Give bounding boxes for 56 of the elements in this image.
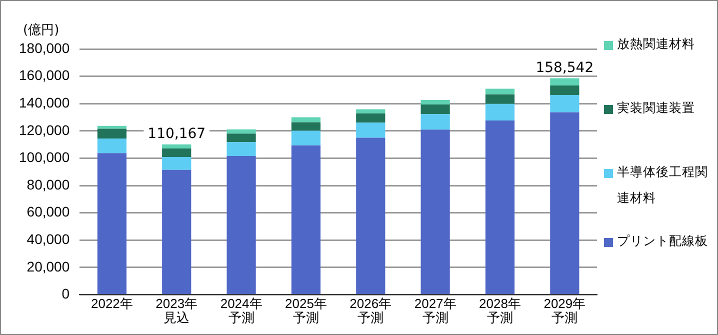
bar <box>162 170 192 294</box>
bar <box>485 88 515 94</box>
bar <box>97 153 126 294</box>
bar <box>226 134 256 142</box>
total-label: 158,542 <box>536 60 594 76</box>
bar <box>97 138 126 154</box>
bar <box>162 148 192 158</box>
bar <box>226 156 256 294</box>
x-tick-label: 2028年予測 <box>479 296 521 325</box>
bar <box>226 129 256 134</box>
bar <box>291 130 321 146</box>
bar <box>550 86 580 95</box>
bar <box>420 104 450 114</box>
bar <box>550 112 580 294</box>
bar <box>97 128 126 139</box>
bar <box>485 120 515 294</box>
bar <box>291 145 321 294</box>
legend-label: プリント配線板 <box>617 232 709 250</box>
legend-label: 放熱関連材料 <box>617 35 696 53</box>
bar <box>291 117 321 122</box>
x-tick-label: 2027年予測 <box>414 296 456 325</box>
bar <box>550 94 580 112</box>
y-tick-label: 120,000 <box>18 122 70 138</box>
x-tick-label: 2025年予測 <box>285 296 327 325</box>
x-tick-label: 2023年見込 <box>156 296 198 325</box>
bar <box>420 130 450 294</box>
bar <box>356 109 386 114</box>
x-tick-label: 2022年 <box>90 296 133 312</box>
bar <box>485 104 515 121</box>
y-tick-label: 60,000 <box>26 204 70 220</box>
y-axis-title: (億円) <box>23 22 60 39</box>
bar <box>356 138 386 294</box>
y-tick-label: 0 <box>62 286 70 302</box>
bar <box>226 142 256 156</box>
y-tick-label: 100,000 <box>18 149 70 166</box>
bar <box>356 122 386 138</box>
bar <box>550 78 580 86</box>
bar <box>162 144 192 149</box>
x-tick-label: 2026年予測 <box>350 296 392 325</box>
y-tick-label: 20,000 <box>26 258 70 274</box>
total-label: 110,167 <box>148 126 206 142</box>
legend-label: 実装関連装置 <box>617 99 696 117</box>
bar <box>356 113 386 123</box>
y-tick-label: 160,000 <box>18 67 70 84</box>
legend-label: 半導体後工程関連材料 <box>617 163 709 207</box>
y-tick-label: 180,000 <box>18 40 70 56</box>
y-tick-label: 80,000 <box>26 176 70 192</box>
y-tick-label: 140,000 <box>18 94 70 110</box>
bar <box>162 157 192 170</box>
bar <box>420 114 450 130</box>
bar <box>291 122 321 131</box>
x-tick-label: 2024年予測 <box>220 296 262 325</box>
x-tick-label: 2029年予測 <box>544 296 586 325</box>
y-tick-label: 40,000 <box>26 230 70 247</box>
bar <box>420 100 450 105</box>
bar <box>485 94 515 104</box>
